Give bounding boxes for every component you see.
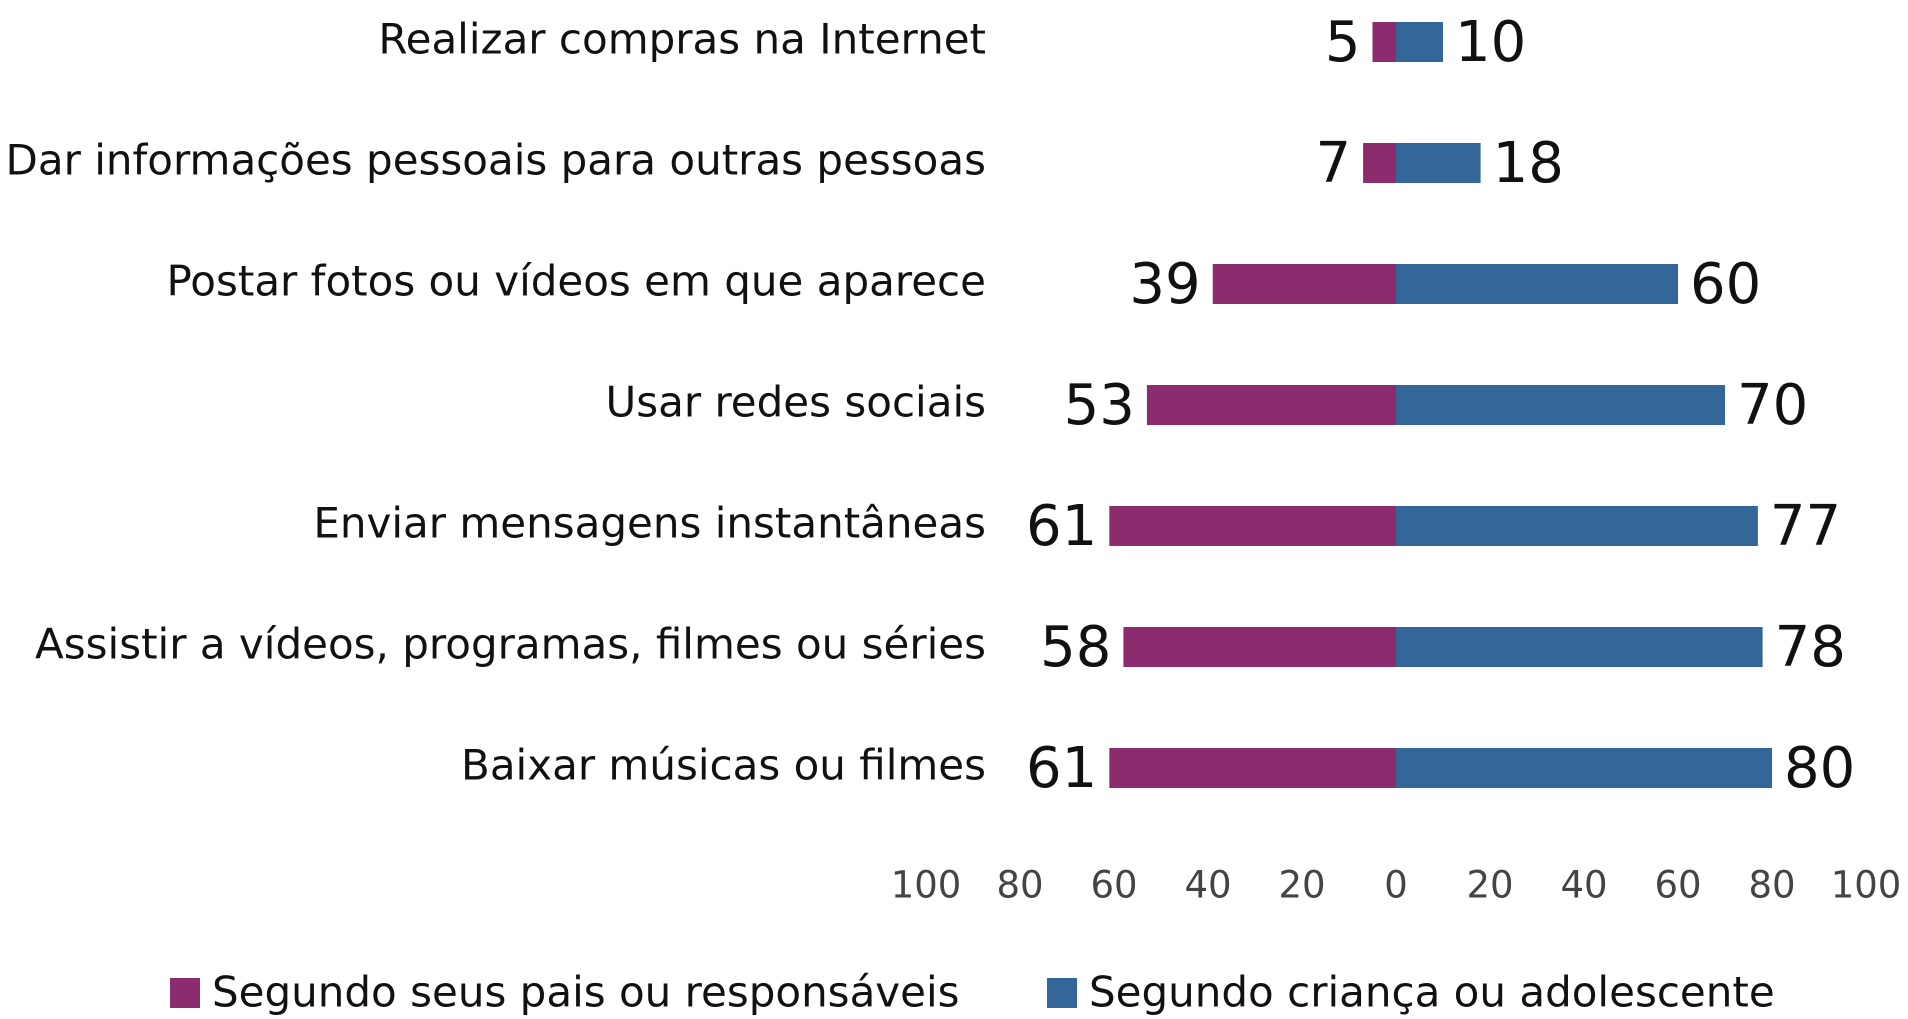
category-label: Usar redes sociais	[605, 378, 986, 427]
value-label: 77	[1770, 494, 1841, 559]
bar	[1396, 143, 1481, 183]
legend-label: Segundo criança ou adolescente	[1089, 968, 1775, 1017]
x-tick-label: 60	[1654, 864, 1701, 907]
value-label: 61	[1026, 736, 1097, 801]
value-label: 61	[1026, 494, 1097, 559]
value-label: 39	[1129, 252, 1200, 317]
value-label: 58	[1040, 615, 1111, 680]
bar	[1396, 627, 1763, 667]
bar	[1146, 385, 1396, 425]
value-label: 80	[1784, 736, 1855, 801]
bar	[1396, 22, 1443, 62]
legend-swatch	[170, 978, 200, 1008]
bar	[1363, 143, 1396, 183]
x-tick-label: 40	[1560, 864, 1607, 907]
value-label: 5	[1325, 10, 1361, 75]
bar	[1396, 748, 1772, 788]
value-label: 18	[1493, 131, 1564, 196]
legend-label: Segundo seus pais ou responsáveis	[212, 968, 960, 1017]
category-label: Assistir a vídeos, programas, filmes ou …	[35, 620, 986, 669]
x-tick-label: 40	[1184, 864, 1231, 907]
x-tick-label: 20	[1466, 864, 1513, 907]
bar	[1109, 506, 1396, 546]
x-tick-label: 20	[1278, 864, 1325, 907]
value-label: 53	[1064, 373, 1135, 438]
legend-swatch	[1047, 978, 1077, 1008]
bar	[1372, 22, 1396, 62]
x-tick-label: 60	[1090, 864, 1137, 907]
x-tick-label: 100	[891, 864, 962, 907]
x-tick-label: 80	[1748, 864, 1795, 907]
value-label: 78	[1775, 615, 1846, 680]
value-label: 60	[1690, 252, 1761, 317]
bar	[1212, 264, 1396, 304]
bar	[1123, 627, 1396, 667]
x-tick-label: 100	[1831, 864, 1902, 907]
category-label: Baixar músicas ou filmes	[461, 741, 986, 790]
x-tick-label: 80	[996, 864, 1043, 907]
category-label: Realizar compras na Internet	[378, 15, 986, 64]
category-label: Dar informações pessoais para outras pes…	[6, 136, 986, 185]
value-label: 10	[1455, 10, 1526, 75]
x-tick-label: 0	[1384, 864, 1408, 907]
bar	[1396, 264, 1678, 304]
category-label: Enviar mensagens instantâneas	[313, 499, 986, 548]
value-label: 7	[1315, 131, 1351, 196]
bar	[1396, 385, 1725, 425]
bar	[1396, 506, 1758, 546]
category-label: Postar fotos ou vídeos em que aparece	[166, 257, 986, 306]
value-label: 70	[1737, 373, 1808, 438]
bar	[1109, 748, 1396, 788]
